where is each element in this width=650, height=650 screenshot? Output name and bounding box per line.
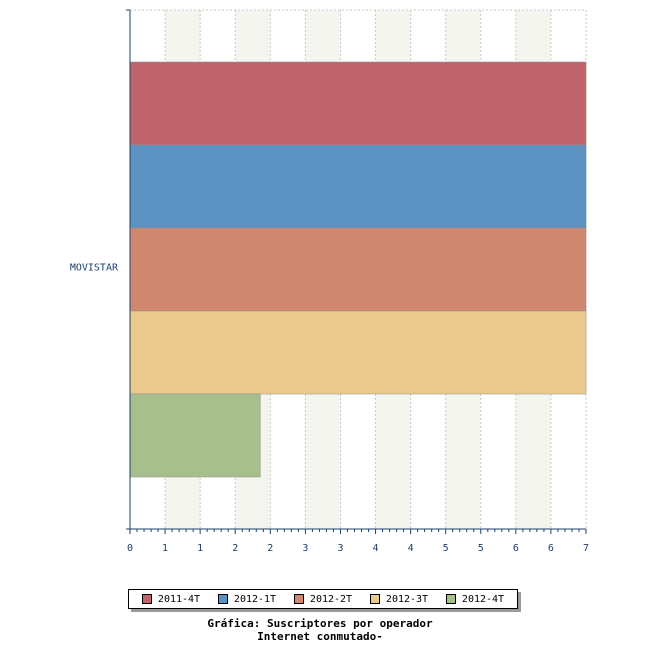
bar-2012-2T — [129, 227, 587, 312]
legend: 2011-4T 2012-1T 2012-2T 2012-3T 2012-4T — [128, 589, 518, 609]
legend-item: 2012-1T — [217, 593, 277, 605]
legend-label: 2011-4T — [157, 593, 201, 605]
legend-label: 2012-2T — [309, 593, 353, 605]
chart-title-line-1: Gráfica: Suscriptores por operador — [207, 617, 433, 630]
x-tick-label: 6 — [548, 543, 554, 554]
x-tick-label: 0 — [127, 543, 133, 554]
bar-2011-4T — [129, 61, 587, 146]
legend-item: 2012-2T — [293, 593, 353, 605]
x-tick-label: 1 — [197, 543, 203, 554]
legend-item: 2012-4T — [445, 593, 505, 605]
x-tick-label: 4 — [408, 543, 414, 554]
chart-title: Gráfica: Suscriptores por operador Inter… — [0, 617, 640, 643]
x-tick-label: 5 — [478, 543, 484, 554]
x-tick-label: 6 — [513, 543, 519, 554]
legend-swatch — [369, 594, 380, 604]
legend-item: 2012-3T — [369, 593, 429, 605]
x-tick-label: 7 — [583, 543, 589, 554]
x-tick-label: 3 — [337, 543, 343, 554]
x-axis-ticks — [129, 529, 587, 534]
legend-label: 2012-3T — [385, 593, 429, 605]
x-tick-label: 5 — [443, 543, 449, 554]
bar-2012-3T — [129, 310, 587, 395]
bar-2012-1T — [129, 144, 587, 229]
x-tick-label: 1 — [162, 543, 168, 554]
category-label: MOVISTAR — [70, 263, 119, 274]
legend-swatch — [141, 594, 152, 604]
legend-label: 2012-4T — [461, 593, 505, 605]
bar-chart: 0 1 1 2 2 3 3 4 4 5 5 6 6 7 MOVISTAR — [70, 9, 589, 554]
bar-2012-4T — [129, 393, 261, 478]
x-axis-tick-labels: 0 1 1 2 2 3 3 4 4 5 5 6 6 7 — [127, 543, 589, 554]
y-axis-category-labels: MOVISTAR — [70, 263, 119, 274]
legend-item: 2011-4T — [141, 593, 201, 605]
x-tick-label: 3 — [302, 543, 308, 554]
x-tick-label: 2 — [267, 543, 273, 554]
x-tick-label: 2 — [232, 543, 238, 554]
legend-swatch — [217, 594, 228, 604]
legend-swatch — [445, 594, 456, 604]
x-tick-label: 4 — [373, 543, 379, 554]
legend-label: 2012-1T — [233, 593, 277, 605]
legend-swatch — [293, 594, 304, 604]
chart-title-line-2: Internet conmutado- — [257, 630, 383, 643]
bars — [129, 61, 587, 478]
axes — [126, 9, 586, 530]
